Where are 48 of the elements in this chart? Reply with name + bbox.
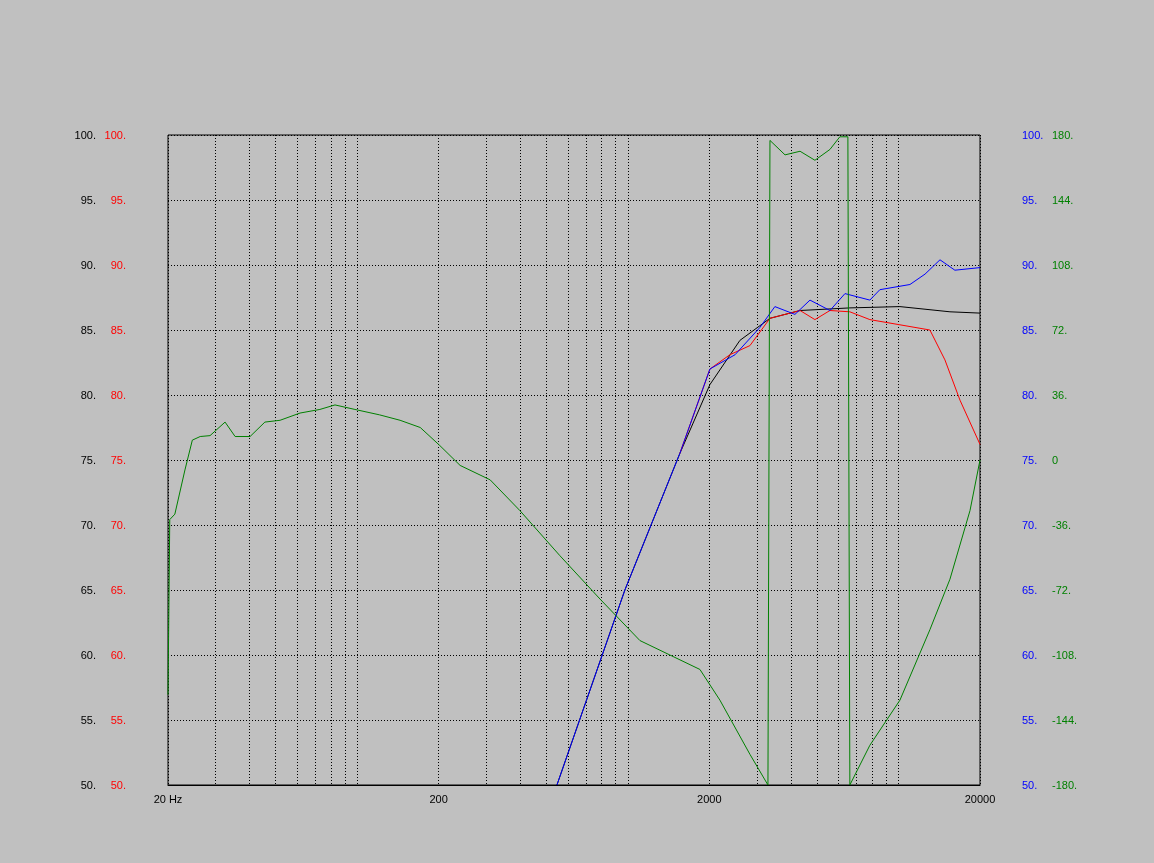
y-tick-label: 65. — [80, 584, 96, 596]
text: 85. — [110, 324, 126, 336]
x-tick-label: 2000 — [697, 792, 722, 805]
y-tick-label: 80. — [80, 389, 96, 401]
y2-tick-label: 65. — [1022, 584, 1038, 596]
text: 100. — [104, 129, 126, 141]
text: 80. — [110, 389, 126, 401]
y-tick-label: 100. — [74, 129, 96, 141]
y2-tick-label: 80. — [1022, 389, 1038, 401]
y3-tick-label: -72. — [1052, 584, 1071, 596]
text: 65. — [110, 584, 126, 596]
y3-tick-label: 0 — [1052, 454, 1059, 466]
y3-tick-label: -144. — [1052, 714, 1078, 726]
y2-tick-label: 85. — [1022, 324, 1038, 336]
text: 95. — [110, 194, 126, 206]
y2-tick-label: 60. — [1022, 649, 1038, 661]
y2-tick-label: 55. — [1022, 714, 1038, 726]
y-tick-label: 75. — [80, 454, 96, 466]
y2-tick-label: 90. — [1022, 259, 1038, 271]
y3-tick-label: 72. — [1052, 324, 1068, 336]
y-tick-label: 90. — [80, 259, 96, 271]
y3-tick-label: 144. — [1052, 194, 1074, 206]
y-tick-label: 50. — [80, 779, 96, 791]
y2-tick-label: 75. — [1022, 454, 1038, 466]
text: 70. — [110, 519, 126, 531]
text: 60. — [110, 649, 126, 661]
y3-tick-label: -180. — [1052, 779, 1078, 791]
y3-tick-label: 108. — [1052, 259, 1074, 271]
y3-tick-label: -108. — [1052, 649, 1078, 661]
text: 90. — [110, 259, 126, 271]
x-tick-label: 20000 — [964, 792, 996, 805]
y-tick-label: 85. — [80, 324, 96, 336]
y2-tick-label: 70. — [1022, 519, 1038, 531]
text: 50. — [110, 779, 126, 791]
y-tick-label: 95. — [80, 194, 96, 206]
y2-tick-label: 100. — [1022, 129, 1044, 141]
y-tick-label: 70. — [80, 519, 96, 531]
y2-tick-label: 50. — [1022, 779, 1038, 791]
text: 75. — [110, 454, 126, 466]
y-tick-label: 55. — [80, 714, 96, 726]
y3-tick-label: -36. — [1052, 519, 1071, 531]
y3-tick-label: 180. — [1052, 129, 1074, 141]
y-tick-label: 60. — [80, 649, 96, 661]
y2-tick-label: 95. — [1022, 194, 1038, 206]
text: 55. — [110, 714, 126, 726]
x-tick-label: 20 Hz — [153, 792, 183, 805]
y3-tick-label: 36. — [1052, 389, 1068, 401]
x-tick-label: 200 — [429, 792, 448, 805]
